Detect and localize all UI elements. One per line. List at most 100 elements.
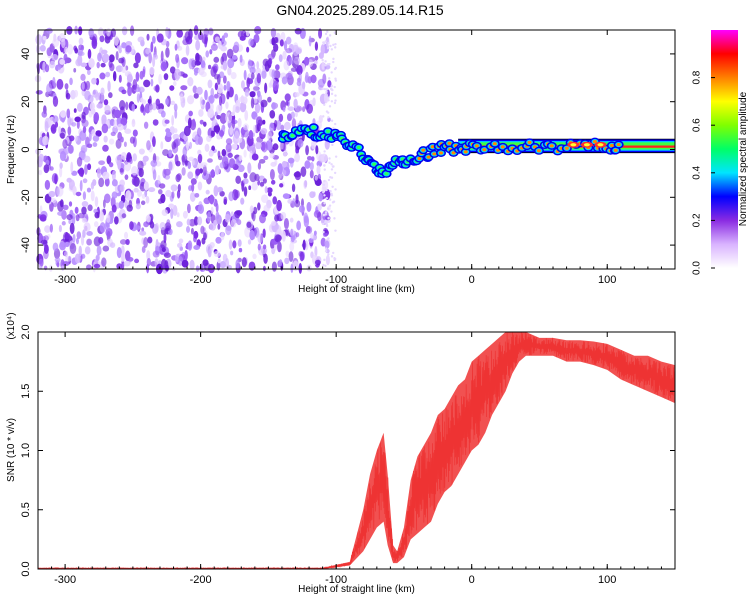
- noise-blob: [59, 58, 66, 65]
- noise-blob: [48, 264, 53, 272]
- noise-blob: [134, 52, 141, 64]
- noise-blob: [227, 152, 233, 158]
- noise-blob: [285, 47, 293, 54]
- noise-blob: [75, 58, 82, 67]
- colorbar: 0.0 0.2 0.4 0.6 0.8 Normalized spectral ampl…: [692, 30, 749, 275]
- noise-blob: [283, 60, 290, 71]
- noise-speck: [334, 94, 337, 97]
- noise-blob: [233, 41, 240, 51]
- noise-blob: [251, 182, 258, 191]
- noise-speck: [330, 48, 334, 51]
- noise-blob: [145, 195, 150, 204]
- noise-blob: [293, 56, 301, 65]
- noise-blob: [197, 153, 203, 164]
- noise-blob: [86, 163, 92, 171]
- noise-blob: [113, 35, 120, 46]
- noise-blob: [271, 101, 276, 111]
- x-tick-label: -100: [325, 274, 347, 286]
- noise-blob: [160, 240, 167, 250]
- noise-blob: [74, 135, 78, 142]
- noise-blob: [101, 123, 109, 134]
- noise-blob: [114, 216, 119, 225]
- noise-blob: [197, 216, 203, 226]
- noise-blob: [137, 160, 144, 171]
- noise-blob: [141, 245, 146, 254]
- noise-blob: [82, 126, 87, 134]
- noise-blob: [39, 214, 47, 222]
- noise-blob: [43, 164, 50, 174]
- noise-blob: [152, 35, 156, 44]
- noise-blob: [287, 157, 295, 164]
- noise-speck: [328, 157, 331, 160]
- noise-speck: [330, 100, 334, 103]
- noise-blob: [292, 260, 299, 272]
- noise-blob: [169, 66, 176, 74]
- signal-blob: [492, 142, 497, 146]
- noise-blob: [247, 239, 252, 245]
- noise-blob: [135, 71, 140, 82]
- noise-blob: [174, 43, 178, 51]
- noise-blob: [277, 163, 283, 175]
- noise-blob: [215, 202, 219, 213]
- noise-blob: [111, 204, 117, 213]
- noise-blob: [101, 257, 107, 267]
- noise-blob: [124, 128, 132, 134]
- noise-blob: [305, 225, 313, 235]
- noise-blob: [304, 180, 308, 188]
- noise-speck: [328, 105, 332, 108]
- noise-blob: [183, 134, 188, 142]
- noise-blob: [187, 240, 193, 251]
- noise-blob: [50, 124, 57, 134]
- noise-blob: [46, 47, 52, 57]
- noise-blob: [214, 36, 220, 43]
- noise-blob: [205, 50, 210, 58]
- noise-blob: [176, 173, 182, 181]
- noise-blob: [80, 235, 85, 246]
- noise-blob: [177, 242, 183, 248]
- noise-blob: [160, 61, 168, 72]
- noise-blob: [238, 155, 243, 162]
- noise-blob: [172, 205, 178, 216]
- noise-blob: [104, 177, 110, 187]
- noise-blob: [125, 101, 129, 111]
- noise-blob: [242, 178, 249, 185]
- noise-blob: [83, 222, 91, 232]
- noise-blob: [273, 37, 279, 44]
- noise-blob: [247, 162, 252, 174]
- noise-blob: [131, 103, 135, 112]
- noise-blob: [132, 153, 137, 162]
- noise-blob: [208, 149, 214, 157]
- noise-blob: [279, 183, 284, 188]
- noise-blob: [324, 240, 330, 250]
- signal-blob: [451, 151, 456, 155]
- noise-blob: [295, 232, 300, 238]
- colorbar-tick-label: 0.0: [692, 261, 703, 275]
- noise-blob: [152, 169, 157, 181]
- noise-blob: [124, 199, 128, 208]
- signal-blob: [474, 144, 479, 148]
- noise-blob: [67, 126, 72, 136]
- noise-blob: [125, 190, 132, 201]
- noise-blob: [246, 46, 250, 53]
- noise-blob: [78, 26, 83, 36]
- noise-blob: [298, 250, 303, 257]
- noise-blob: [237, 117, 242, 128]
- noise-blob: [251, 153, 259, 161]
- noise-blob: [106, 27, 111, 37]
- noise-blob: [314, 259, 321, 266]
- noise-speck: [327, 237, 330, 240]
- noise-speck: [323, 194, 326, 197]
- spectrogram-noise-field: [34, 25, 338, 275]
- noise-blob: [128, 200, 133, 209]
- noise-blob: [187, 161, 192, 169]
- noise-blob: [282, 151, 288, 157]
- signal-blob: [500, 145, 505, 149]
- noise-blob: [58, 126, 62, 134]
- noise-blob: [228, 191, 234, 202]
- noise-blob: [40, 239, 48, 245]
- noise-speck: [324, 60, 327, 63]
- noise-blob: [197, 149, 202, 156]
- x-tick-label: -300: [54, 574, 76, 586]
- noise-blob: [193, 216, 199, 226]
- colorbar-ticks: 0.0 0.2 0.4 0.6 0.8: [692, 70, 715, 275]
